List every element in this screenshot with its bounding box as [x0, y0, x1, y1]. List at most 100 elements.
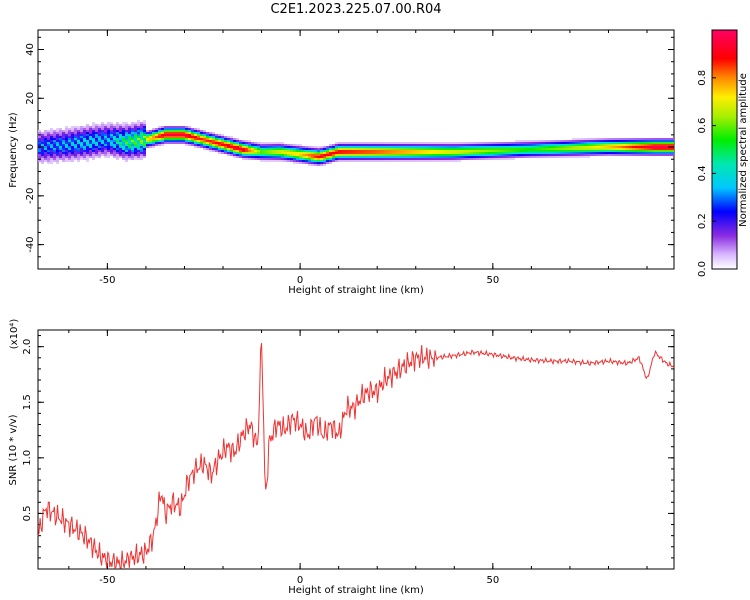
heatmap-cell — [356, 158, 359, 160]
heatmap-cell — [359, 154, 362, 156]
heatmap-cell — [665, 154, 668, 156]
heatmap-cell — [338, 144, 341, 146]
heatmap-cell — [413, 150, 416, 152]
heatmap-cell — [491, 158, 494, 160]
heatmap-cell — [413, 142, 416, 144]
heatmap-cell — [95, 134, 98, 136]
heatmap-cell — [308, 146, 311, 148]
heatmap-cell — [293, 160, 296, 162]
heatmap-cell — [344, 158, 347, 160]
heatmap-cell — [212, 142, 215, 144]
heatmap-cell — [521, 148, 524, 150]
heatmap-cell — [365, 146, 368, 148]
heatmap-cell — [359, 156, 362, 158]
heatmap-cell — [332, 156, 335, 158]
heatmap-cell — [473, 158, 476, 160]
heatmap-cell — [605, 154, 608, 156]
heatmap-cell — [404, 154, 407, 156]
heatmap-cell — [110, 122, 113, 124]
heatmap-cell — [518, 144, 521, 146]
heatmap-cell — [308, 162, 311, 164]
heatmap-cell — [374, 150, 377, 152]
heatmap-cell — [323, 146, 326, 148]
heatmap-cell — [503, 152, 506, 154]
heatmap-cell — [329, 150, 332, 152]
heatmap-cell — [290, 146, 293, 148]
heatmap-cell — [314, 160, 317, 162]
heatmap-cell — [122, 142, 125, 144]
heatmap-cell — [617, 150, 620, 152]
heatmap-cell — [542, 152, 545, 154]
heatmap-cell — [224, 150, 227, 152]
heatmap-cell — [53, 160, 56, 162]
heatmap-cell — [272, 156, 275, 158]
heatmap-cell — [407, 158, 410, 160]
heatmap-cell — [371, 146, 374, 148]
heatmap-cell — [410, 150, 413, 152]
heatmap-cell — [275, 154, 278, 156]
heatmap-cell — [494, 152, 497, 154]
heatmap-cell — [80, 142, 83, 144]
heatmap-cell — [527, 140, 530, 142]
heatmap-cell — [356, 152, 359, 154]
heatmap-cell — [50, 158, 53, 160]
heatmap-cell — [410, 148, 413, 150]
heatmap-cell — [467, 156, 470, 158]
heatmap-cell — [104, 150, 107, 152]
heatmap-cell — [407, 156, 410, 158]
heatmap-cell — [77, 152, 80, 154]
heatmap-cell — [143, 120, 146, 122]
heatmap-cell — [380, 160, 383, 162]
heatmap-cell — [146, 144, 149, 146]
heatmap-cell — [599, 148, 602, 150]
heatmap-cell — [98, 134, 101, 136]
heatmap-cell — [344, 142, 347, 144]
heatmap-cell — [83, 152, 86, 154]
heatmap-cell — [602, 138, 605, 140]
heatmap-cell — [188, 130, 191, 132]
heatmap-cell — [62, 132, 65, 134]
heatmap-cell — [113, 142, 116, 144]
heatmap-cell — [359, 160, 362, 162]
heatmap-cell — [50, 156, 53, 158]
heatmap-cell — [671, 150, 674, 152]
heatmap-cell — [119, 126, 122, 128]
heatmap-cell — [80, 152, 83, 154]
heatmap-cell — [332, 150, 335, 152]
heatmap-cell — [233, 140, 236, 142]
heatmap-cell — [134, 132, 137, 134]
heatmap-cell — [188, 126, 191, 128]
heatmap-cell — [617, 142, 620, 144]
heatmap-cell — [548, 140, 551, 142]
heatmap-cell — [116, 140, 119, 142]
heatmap-cell — [563, 140, 566, 142]
heatmap-cell — [68, 130, 71, 132]
heatmap-cell — [107, 150, 110, 152]
heatmap-cell — [110, 136, 113, 138]
heatmap-cell — [527, 152, 530, 154]
heatmap-cell — [191, 132, 194, 134]
heatmap-cell — [59, 132, 62, 134]
heatmap-cell — [548, 156, 551, 158]
heatmap-cell — [95, 140, 98, 142]
x-tick-label: 0 — [297, 275, 303, 286]
heatmap-cell — [656, 146, 659, 148]
heatmap-cell — [296, 162, 299, 164]
heatmap-cell — [395, 148, 398, 150]
heatmap-cell — [302, 152, 305, 154]
heatmap-cell — [50, 160, 53, 162]
heatmap-cell — [53, 134, 56, 136]
heatmap-cell — [542, 148, 545, 150]
heatmap-cell — [365, 148, 368, 150]
heatmap-cell — [140, 132, 143, 134]
heatmap-cell — [257, 150, 260, 152]
heatmap-cell — [632, 142, 635, 144]
heatmap-cell — [344, 146, 347, 148]
heatmap-cell — [50, 134, 53, 136]
heatmap-cell — [362, 152, 365, 154]
heatmap-cell — [278, 150, 281, 152]
heatmap-cell — [221, 136, 224, 138]
heatmap-cell — [419, 144, 422, 146]
heatmap-cell — [173, 136, 176, 138]
heatmap-cell — [632, 150, 635, 152]
